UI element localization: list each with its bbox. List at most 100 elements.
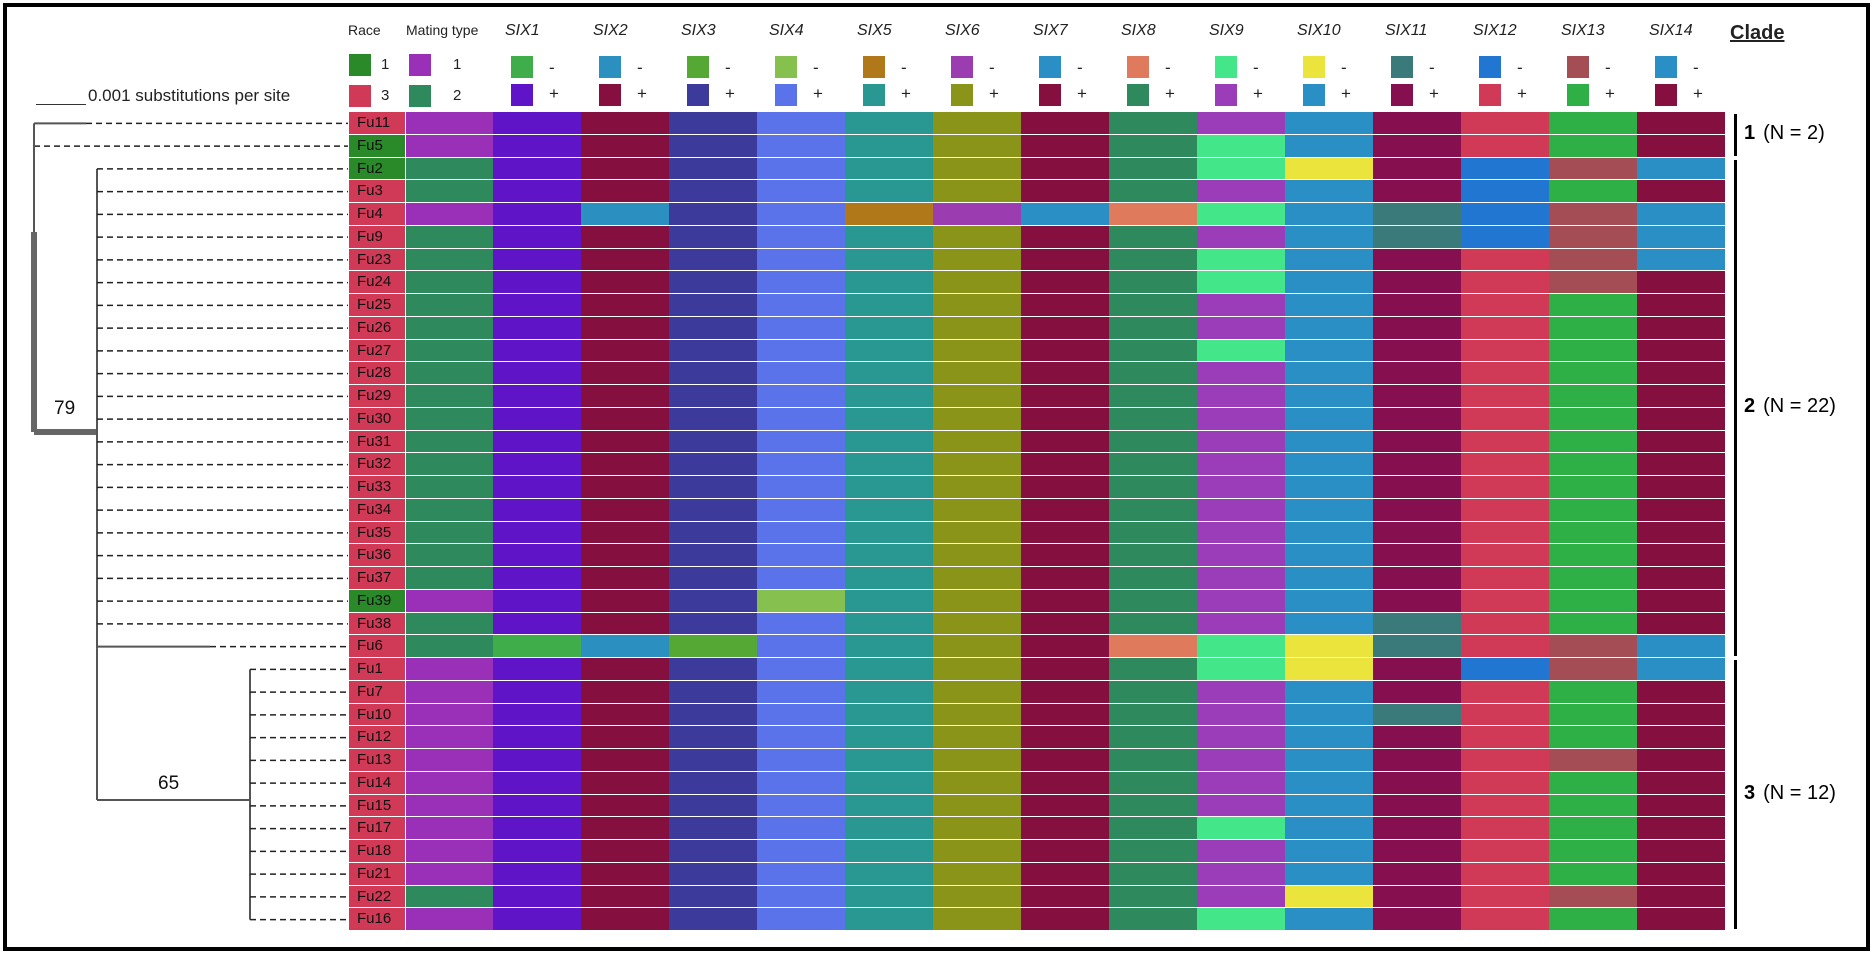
race-legend-label-3: 3 xyxy=(381,87,390,104)
mating-type-cell xyxy=(406,430,493,453)
gene-6-cell xyxy=(933,703,1021,726)
gene-1-absent-sign: - xyxy=(549,58,555,77)
gene-9-cell xyxy=(1197,203,1285,225)
gene-4-cell xyxy=(757,498,845,521)
isolate-label: Fu29 xyxy=(349,385,405,407)
mating-type-cell xyxy=(406,658,493,680)
gene-3-cell xyxy=(669,703,757,726)
mating-type-cell xyxy=(406,817,493,839)
gene-3-cell xyxy=(669,680,757,703)
gene-header-six11: SIX11 xyxy=(1385,22,1428,39)
mating-type-cell xyxy=(406,225,493,248)
gene-8-cell xyxy=(1109,203,1197,225)
gene-13-cell xyxy=(1549,680,1637,703)
gene-5-cell xyxy=(845,203,933,225)
gene-header-six12: SIX12 xyxy=(1473,22,1517,39)
gene-3-cell xyxy=(669,203,757,225)
gene-2-present-sign: + xyxy=(637,84,647,103)
gene-11-present-swatch xyxy=(1391,84,1413,106)
gene-7-cell xyxy=(1021,726,1109,748)
gene-5-cell xyxy=(845,703,933,726)
gene-14-cell xyxy=(1637,339,1725,362)
gene-11-cell xyxy=(1373,430,1461,453)
gene-1-cell xyxy=(493,749,581,771)
clade-count: (N = 2) xyxy=(1763,121,1825,144)
mating-type-cell xyxy=(406,794,493,817)
gene-13-cell xyxy=(1549,658,1637,680)
gene-6-cell xyxy=(933,658,1021,680)
mating-type-cell xyxy=(406,339,493,362)
gene-8-cell xyxy=(1109,453,1197,475)
mating-type-cell xyxy=(406,453,493,475)
clade-label-2: 2 (N = 22) xyxy=(1744,395,1836,418)
gene-13-cell xyxy=(1549,726,1637,748)
gene-13-absent-swatch xyxy=(1567,56,1589,78)
gene-14-present-swatch xyxy=(1655,84,1677,106)
gene-2-cell xyxy=(581,635,669,657)
gene-12-cell xyxy=(1461,294,1549,316)
gene-3-cell xyxy=(669,726,757,748)
gene-5-cell xyxy=(845,862,933,885)
isolate-label: Fu2 xyxy=(349,157,405,180)
gene-7-cell xyxy=(1021,430,1109,453)
gene-13-cell xyxy=(1549,225,1637,248)
gene-14-cell xyxy=(1637,430,1725,453)
gene-7-absent-swatch xyxy=(1039,56,1061,78)
gene-10-cell xyxy=(1285,680,1373,703)
gene-13-cell xyxy=(1549,430,1637,453)
gene-header-six7: SIX7 xyxy=(1033,22,1068,39)
gene-14-cell xyxy=(1637,794,1725,817)
clade-count: (N = 12) xyxy=(1763,781,1836,804)
mating-type-cell xyxy=(406,612,493,635)
gene-2-cell xyxy=(581,726,669,748)
gene-8-cell xyxy=(1109,703,1197,726)
gene-11-cell xyxy=(1373,134,1461,157)
gene-8-cell xyxy=(1109,635,1197,657)
gene-7-cell xyxy=(1021,134,1109,157)
gene-5-absent-sign: - xyxy=(901,58,907,77)
gene-header-six3: SIX3 xyxy=(681,22,716,39)
gene-11-cell xyxy=(1373,385,1461,407)
gene-14-cell xyxy=(1637,567,1725,589)
isolate-label: Fu13 xyxy=(349,749,405,771)
gene-6-cell xyxy=(933,362,1021,384)
gene-10-cell xyxy=(1285,271,1373,293)
gene-8-cell xyxy=(1109,407,1197,430)
clade-label-1: 1 (N = 2) xyxy=(1744,122,1825,145)
gene-8-cell xyxy=(1109,612,1197,635)
gene-3-absent-sign: - xyxy=(725,58,731,77)
gene-4-cell xyxy=(757,225,845,248)
gene-3-cell xyxy=(669,498,757,521)
gene-9-cell xyxy=(1197,476,1285,498)
race-legend-swatch-1 xyxy=(349,54,371,76)
scale-bar xyxy=(36,104,86,105)
gene-4-cell xyxy=(757,385,845,407)
gene-6-cell xyxy=(933,453,1021,475)
gene-5-cell xyxy=(845,271,933,293)
race-legend-swatch-3 xyxy=(349,85,371,107)
gene-11-cell xyxy=(1373,476,1461,498)
gene-7-cell xyxy=(1021,225,1109,248)
gene-10-cell xyxy=(1285,658,1373,680)
gene-14-cell xyxy=(1637,771,1725,794)
gene-13-cell xyxy=(1549,203,1637,225)
gene-7-cell xyxy=(1021,589,1109,612)
race-legend-label-1: 1 xyxy=(381,56,390,73)
gene-2-cell xyxy=(581,680,669,703)
gene-8-cell xyxy=(1109,726,1197,748)
gene-2-cell xyxy=(581,794,669,817)
mating-type-cell xyxy=(406,180,493,202)
gene-8-cell xyxy=(1109,680,1197,703)
gene-4-cell xyxy=(757,203,845,225)
gene-10-cell xyxy=(1285,840,1373,862)
gene-11-cell xyxy=(1373,180,1461,202)
gene-14-cell xyxy=(1637,157,1725,180)
gene-13-cell xyxy=(1549,407,1637,430)
gene-3-cell xyxy=(669,771,757,794)
gene-6-cell xyxy=(933,726,1021,748)
gene-13-cell xyxy=(1549,112,1637,134)
gene-1-cell xyxy=(493,430,581,453)
gene-7-cell xyxy=(1021,703,1109,726)
gene-2-cell xyxy=(581,157,669,180)
